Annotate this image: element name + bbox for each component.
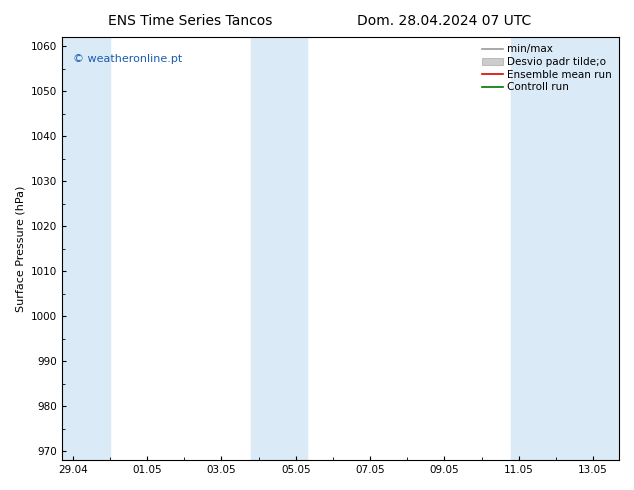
Text: ENS Time Series Tancos: ENS Time Series Tancos (108, 14, 273, 28)
Legend: min/max, Desvio padr tilde;o, Ensemble mean run, Controll run: min/max, Desvio padr tilde;o, Ensemble m… (480, 42, 614, 94)
Bar (61, 37, 110, 460)
Text: © weatheronline.pt: © weatheronline.pt (73, 54, 182, 64)
Bar (251, 37, 307, 460)
Bar (511, 37, 619, 460)
Y-axis label: Surface Pressure (hPa): Surface Pressure (hPa) (15, 185, 25, 312)
Text: Dom. 28.04.2024 07 UTC: Dom. 28.04.2024 07 UTC (357, 14, 531, 28)
